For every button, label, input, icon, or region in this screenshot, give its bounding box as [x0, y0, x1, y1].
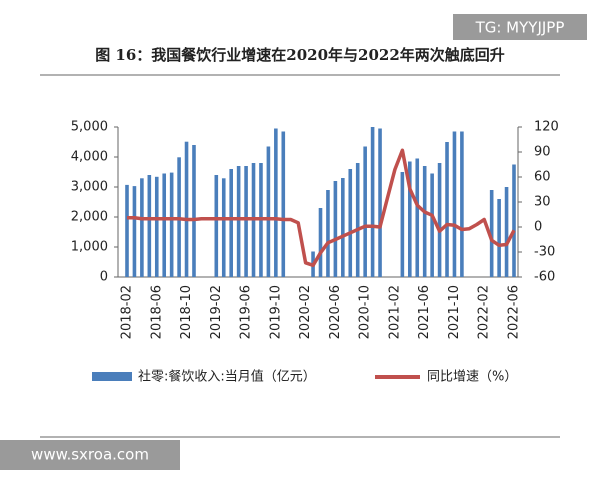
bar	[430, 173, 434, 277]
x-tick-label: 2018-02	[120, 285, 135, 339]
legend-swatch	[92, 372, 132, 381]
bar	[244, 166, 248, 277]
x-tick-label: 2019-10	[268, 285, 283, 339]
y2-tick-label: 0	[534, 220, 542, 235]
watermark-box	[453, 14, 587, 40]
bar	[504, 187, 509, 277]
legend-label: 同比增速（%）	[427, 370, 517, 385]
bar	[140, 178, 144, 277]
watermark: TG: MYYJJPP	[475, 19, 565, 37]
bar	[363, 146, 367, 277]
bar	[489, 190, 494, 277]
bar	[333, 181, 338, 277]
bar	[445, 142, 449, 277]
bar	[378, 128, 382, 277]
x-tick-label: 2019-02	[209, 285, 224, 339]
bar	[326, 190, 330, 277]
x-tick-label: 2020-02	[298, 285, 313, 339]
y2-tick-label: 90	[534, 145, 551, 160]
bar	[214, 175, 219, 277]
bar	[437, 163, 442, 277]
x-tick-label: 2021-10	[447, 285, 462, 339]
bar	[162, 173, 167, 277]
source-box	[0, 440, 180, 470]
y2-tick-label: 120	[534, 120, 559, 135]
bar	[125, 184, 129, 277]
bar	[281, 131, 286, 277]
bar	[229, 169, 233, 277]
line	[127, 148, 516, 268]
legend-label: 社零:餐饮收入:当月值（亿元）	[138, 369, 316, 385]
bar	[132, 186, 137, 277]
bar	[184, 141, 189, 277]
y-tick-label: 5,000	[71, 120, 108, 135]
bar	[452, 131, 457, 277]
x-tick-label: 2018-10	[179, 285, 194, 339]
bar	[341, 178, 345, 277]
bar	[192, 145, 196, 277]
x-tick-label: 2018-06	[149, 285, 164, 339]
x-tick-label: 2022-06	[507, 285, 522, 339]
y-tick-label: 4,000	[71, 150, 108, 165]
bar	[348, 169, 353, 277]
bar	[497, 199, 501, 277]
bar	[355, 163, 360, 277]
y2-tick-label: -60	[534, 270, 555, 285]
chart-title: 图 16：我国餐饮行业增速在2020年与2022年两次触底回升	[95, 46, 505, 64]
x-tick-label: 2019-06	[239, 285, 254, 339]
bar	[415, 158, 420, 277]
bar	[400, 172, 405, 277]
y2-tick-label: 30	[534, 195, 551, 210]
x-tick-label: 2020-10	[358, 285, 373, 339]
y-tick-label: 2,000	[71, 210, 108, 225]
bar	[422, 166, 427, 277]
x-tick-label: 2022-02	[477, 285, 492, 339]
x-tick-label: 2021-02	[387, 285, 402, 339]
bar	[236, 166, 241, 277]
bar	[154, 176, 159, 277]
bar	[318, 208, 323, 277]
bar	[512, 164, 516, 277]
y-tick-label: 3,000	[71, 180, 108, 195]
bar	[274, 128, 278, 277]
y2-tick-label: 60	[534, 170, 551, 185]
bar	[221, 178, 226, 277]
bar	[169, 172, 174, 277]
bar	[266, 146, 271, 277]
y2-tick-label: -30	[534, 245, 555, 260]
bar	[147, 175, 152, 277]
x-tick-label: 2020-06	[328, 285, 343, 339]
bar	[460, 131, 464, 277]
y-tick-label: 1,000	[71, 240, 108, 255]
bar	[370, 127, 375, 277]
y-tick-label: 0	[100, 270, 108, 285]
bar	[408, 161, 412, 277]
x-tick-label: 2021-06	[417, 285, 432, 339]
source-mark: www.sxroa.com	[31, 446, 149, 464]
